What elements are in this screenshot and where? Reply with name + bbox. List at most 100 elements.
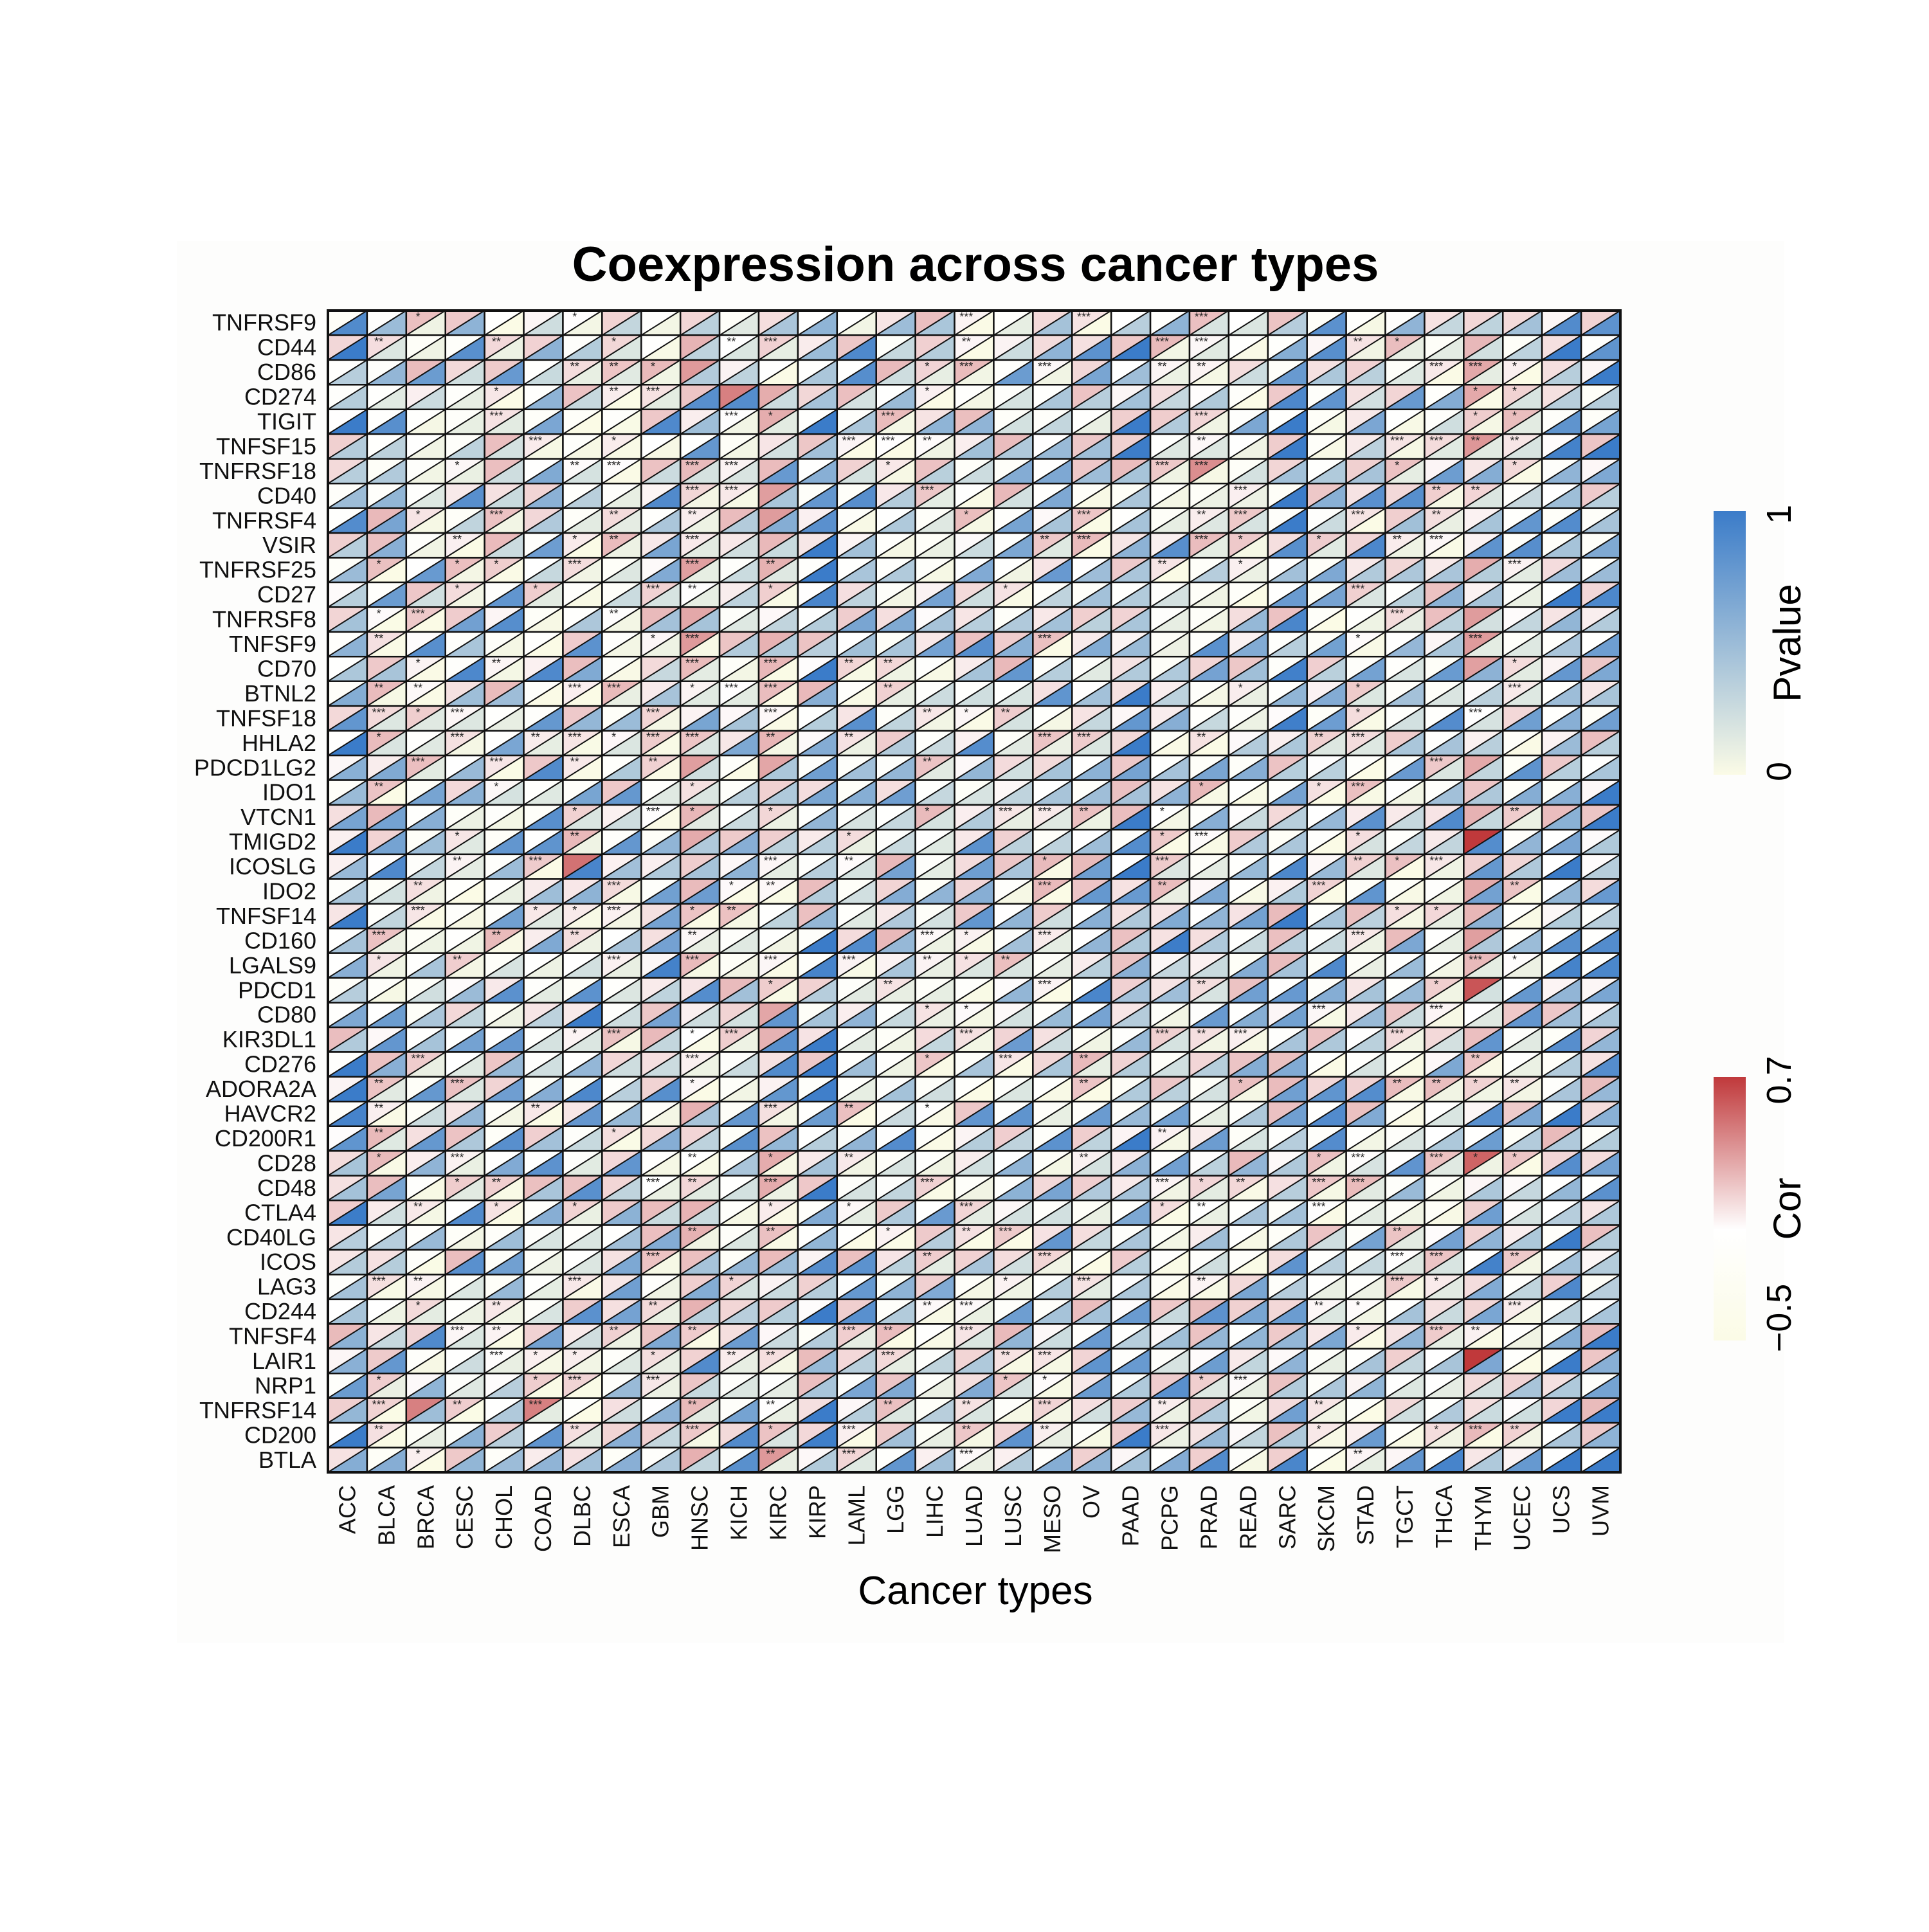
cell-diagonal — [1071, 334, 1112, 361]
significance-mark: ** — [1197, 360, 1206, 373]
heatmap-cell — [1032, 903, 1073, 930]
heatmap-cell: ** — [1306, 730, 1347, 757]
significance-mark: *** — [725, 682, 738, 694]
heatmap-cell — [1345, 1002, 1386, 1029]
heatmap-cell — [718, 779, 760, 806]
heatmap-cell — [1227, 631, 1269, 658]
significance-mark: ** — [923, 755, 932, 768]
heatmap-cell — [405, 458, 446, 485]
heatmap-cell: * — [1502, 408, 1543, 435]
cell-diagonal — [680, 359, 720, 386]
heatmap-cell — [562, 952, 603, 979]
heatmap-cell: *** — [718, 482, 760, 509]
heatmap-cell: *** — [366, 927, 408, 954]
heatmap-cell: *** — [523, 853, 564, 880]
heatmap-cell — [444, 359, 485, 386]
heatmap-cell — [797, 433, 838, 460]
heatmap-cell — [1463, 829, 1504, 856]
heatmap-cell — [1032, 754, 1073, 781]
cell-diagonal — [1307, 458, 1347, 484]
heatmap-cell — [1032, 1002, 1073, 1029]
heatmap-cell: *** — [1032, 359, 1073, 386]
heatmap-cell: * — [679, 680, 721, 707]
heatmap-cell — [757, 309, 799, 336]
heatmap-cell — [1384, 804, 1426, 831]
cell-diagonal — [954, 384, 994, 410]
heatmap-cell — [1384, 927, 1426, 954]
heatmap-cell: ** — [1424, 482, 1465, 509]
cell-diagonal — [758, 507, 799, 534]
heatmap-cell — [405, 779, 446, 806]
cell-diagonal — [445, 310, 485, 336]
heatmap-cell: ** — [875, 680, 916, 707]
significance-mark: *** — [725, 483, 738, 496]
heatmap-cell — [1071, 878, 1112, 905]
significance-mark: * — [572, 904, 577, 917]
heatmap-cell: *** — [993, 804, 1034, 831]
heatmap-cell — [1149, 433, 1191, 460]
cell-diagonal — [1110, 310, 1151, 336]
heatmap-cell — [1071, 656, 1112, 682]
cell-diagonal — [1541, 359, 1582, 386]
heatmap-cell — [718, 927, 760, 954]
significance-mark: ** — [374, 632, 383, 645]
heatmap-cell: * — [1463, 408, 1504, 435]
heatmap-cell — [1227, 730, 1269, 757]
heatmap-cell — [640, 853, 682, 880]
heatmap-cell — [1580, 804, 1622, 831]
heatmap-cell — [405, 359, 446, 386]
heatmap-cell — [1188, 952, 1230, 979]
heatmap-cell: *** — [875, 433, 916, 460]
heatmap-cell: *** — [1463, 952, 1504, 979]
significance-mark: ** — [374, 336, 383, 348]
cell-diagonal — [367, 359, 407, 386]
heatmap-cell — [484, 952, 525, 979]
significance-mark: ** — [687, 582, 696, 595]
heatmap-cell — [640, 482, 682, 509]
heatmap-cell: *** — [1188, 458, 1230, 485]
heatmap-cell: *** — [1463, 359, 1504, 386]
heatmap-cell — [601, 829, 642, 856]
heatmap-cell: * — [836, 829, 877, 856]
heatmap-cell — [1306, 581, 1347, 608]
cell-diagonal — [1541, 408, 1582, 435]
heatmap-cell — [1580, 927, 1622, 954]
heatmap-cell — [954, 730, 995, 757]
cell-diagonal — [915, 384, 955, 410]
cell-diagonal — [797, 507, 838, 534]
significance-mark: ** — [610, 608, 619, 620]
significance-mark: ** — [1510, 434, 1519, 447]
cell-diagonal — [1228, 359, 1269, 386]
significance-mark: ** — [844, 656, 853, 669]
heatmap-cell — [1580, 631, 1622, 658]
heatmap-cell — [875, 334, 916, 361]
heatmap-cell — [1227, 853, 1269, 880]
cell-diagonal — [719, 458, 759, 484]
heatmap-cell — [444, 977, 485, 1004]
heatmap-cell: ** — [1149, 878, 1191, 905]
heatmap-cell — [1345, 878, 1386, 905]
heatmap-cell — [1149, 754, 1191, 781]
heatmap-cell: *** — [1424, 853, 1465, 880]
heatmap-cell — [914, 903, 955, 930]
heatmap-cell: ** — [914, 433, 955, 460]
heatmap-cell — [1306, 309, 1347, 336]
significance-mark: *** — [568, 558, 581, 571]
heatmap-cell — [1267, 557, 1308, 584]
heatmap-cell — [1580, 779, 1622, 806]
significance-mark: *** — [685, 558, 699, 571]
heatmap-cell — [1227, 656, 1269, 682]
significance-mark: * — [768, 978, 773, 991]
heatmap-cell — [1541, 482, 1582, 509]
heatmap-cell — [797, 804, 838, 831]
heatmap-cell: *** — [679, 532, 721, 559]
significance-mark: * — [1003, 582, 1008, 595]
cell-diagonal — [406, 408, 446, 435]
heatmap-cell — [914, 507, 955, 534]
heatmap-cell — [1071, 927, 1112, 954]
heatmap-cell — [875, 309, 916, 336]
heatmap-cell — [875, 384, 916, 411]
heatmap-cell — [954, 804, 995, 831]
heatmap-cell — [875, 952, 916, 979]
heatmap-cell: ** — [757, 730, 799, 757]
